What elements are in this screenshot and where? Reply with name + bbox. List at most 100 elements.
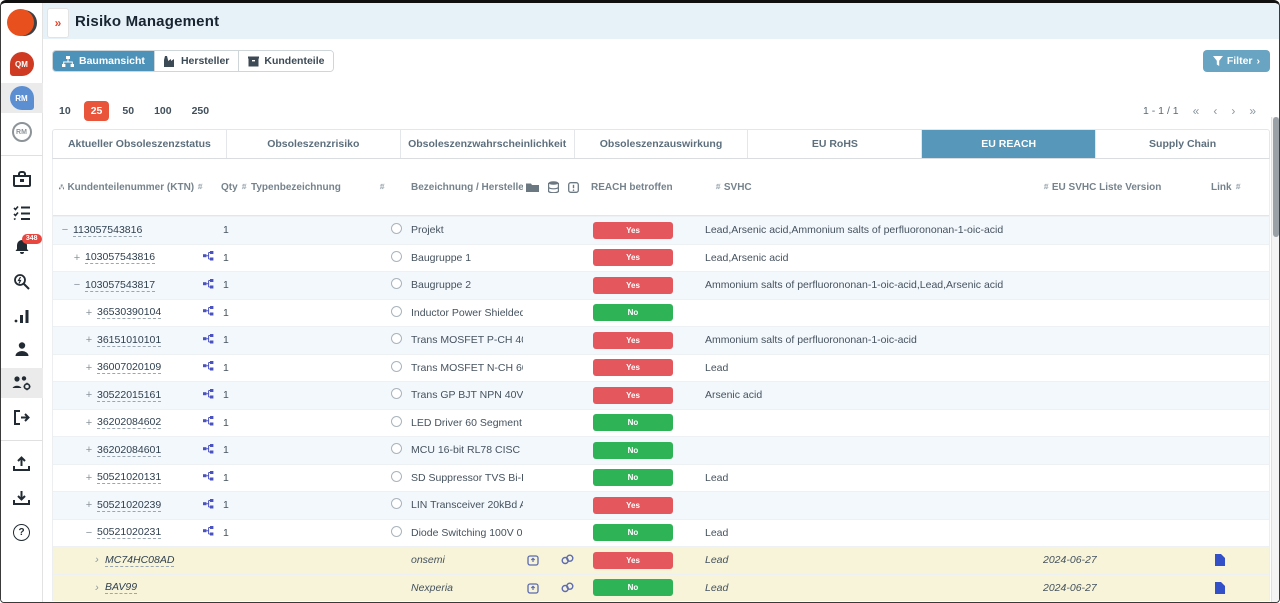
- reach-pill[interactable]: Yes: [593, 277, 673, 294]
- header-qty[interactable]: Qty ⇅: [221, 182, 251, 193]
- header-link[interactable]: Link ⇅: [1199, 182, 1269, 193]
- status-circle[interactable]: [391, 388, 402, 399]
- ktn-link[interactable]: 36202084602: [97, 416, 161, 429]
- breadcrumb-expand-button[interactable]: »: [47, 8, 69, 38]
- reach-pill[interactable]: Yes: [593, 497, 673, 514]
- first-page-icon[interactable]: «: [1193, 104, 1200, 118]
- collapse-toggle[interactable]: −: [61, 224, 69, 236]
- alert-icon[interactable]: [568, 182, 579, 193]
- status-circle[interactable]: [391, 306, 402, 317]
- next-page-icon[interactable]: ›: [1231, 104, 1235, 118]
- ktn-link[interactable]: 103057543817: [85, 279, 155, 292]
- sort-icon[interactable]: ⇅: [714, 183, 722, 191]
- ktn-link[interactable]: 50521020231: [97, 526, 161, 539]
- page-size-25[interactable]: 25: [84, 101, 110, 121]
- datasheet-icon[interactable]: [527, 582, 539, 594]
- status-circle[interactable]: [391, 251, 402, 262]
- status-circle[interactable]: [391, 526, 402, 537]
- reach-pill[interactable]: No: [593, 469, 673, 486]
- hierarchy-icon[interactable]: [203, 251, 214, 261]
- header-typenbezeichnung[interactable]: Typenbezeichnung ⇅: [251, 182, 391, 193]
- sort-icon[interactable]: ⇅: [378, 183, 386, 191]
- expand-toggle[interactable]: ›: [93, 582, 101, 594]
- hierarchy-icon[interactable]: [203, 361, 214, 371]
- sidebar-item-rm-module[interactable]: RM: [1, 83, 43, 113]
- vertical-scrollbar[interactable]: [1271, 117, 1279, 602]
- sidebar-item-rm-search[interactable]: RM: [1, 117, 43, 147]
- ktn-link[interactable]: 36151010101: [97, 334, 161, 347]
- filter-button[interactable]: Filter ›: [1203, 50, 1270, 72]
- tab-eu-rohs[interactable]: EU RoHS: [748, 130, 922, 158]
- expand-toggle[interactable]: +: [85, 472, 93, 484]
- expand-toggle[interactable]: +: [85, 499, 93, 511]
- sidebar-item-checklist[interactable]: [1, 198, 43, 228]
- last-page-icon[interactable]: »: [1249, 104, 1256, 118]
- ktn-link[interactable]: 50521020131: [97, 471, 161, 484]
- expand-toggle[interactable]: +: [85, 389, 93, 401]
- status-circle[interactable]: [391, 278, 402, 289]
- hierarchy-icon[interactable]: [203, 416, 214, 426]
- ktn-link[interactable]: 103057543816: [85, 251, 155, 264]
- sidebar-item-statistics[interactable]: [1, 300, 43, 330]
- ktn-link[interactable]: 36530390104: [97, 306, 161, 319]
- prev-page-icon[interactable]: ‹: [1213, 104, 1217, 118]
- page-size-100[interactable]: 100: [147, 101, 179, 121]
- expand-toggle[interactable]: +: [85, 444, 93, 456]
- link-icon[interactable]: [561, 554, 574, 566]
- sidebar-item-notifications[interactable]: 348: [1, 232, 43, 262]
- mpn-link[interactable]: MC74HC08AD: [105, 554, 174, 567]
- tree-view-button[interactable]: Baumansicht: [53, 51, 155, 71]
- hierarchy-icon[interactable]: [203, 334, 214, 344]
- tab-supply-chain[interactable]: Supply Chain: [1096, 130, 1269, 158]
- hierarchy-icon[interactable]: [203, 306, 214, 316]
- document-link-icon[interactable]: [1215, 554, 1269, 566]
- ktn-link[interactable]: 36007020109: [97, 361, 161, 374]
- app-logo-icon[interactable]: [7, 9, 37, 39]
- reach-pill[interactable]: Yes: [593, 359, 673, 376]
- sidebar-item-logout[interactable]: [1, 402, 43, 432]
- expand-toggle[interactable]: ›: [93, 554, 101, 566]
- reach-pill[interactable]: No: [593, 579, 673, 596]
- link-icon[interactable]: [561, 582, 574, 594]
- collapse-toggle[interactable]: −: [85, 527, 93, 539]
- status-circle[interactable]: [391, 443, 402, 454]
- reach-pill[interactable]: Yes: [593, 249, 673, 266]
- reach-pill[interactable]: No: [593, 442, 673, 459]
- status-circle[interactable]: [391, 223, 402, 234]
- customer-parts-view-button[interactable]: Kundenteile: [239, 51, 333, 71]
- expand-toggle[interactable]: +: [85, 417, 93, 429]
- document-link-icon[interactable]: [1215, 582, 1269, 594]
- tab-aktueller-obsoleszenzstatus[interactable]: Aktueller Obsoleszenzstatus: [53, 130, 227, 158]
- reach-pill[interactable]: Yes: [593, 332, 673, 349]
- sort-icon[interactable]: ⇅: [1233, 183, 1241, 191]
- sidebar-item-upload[interactable]: [1, 449, 43, 479]
- ktn-link[interactable]: 113057543816: [73, 224, 142, 237]
- sidebar-item-toolbox[interactable]: [1, 164, 43, 194]
- reach-pill[interactable]: Yes: [593, 552, 673, 569]
- ktn-link[interactable]: 30522015161: [97, 389, 161, 402]
- manufacturer-view-button[interactable]: Hersteller: [155, 51, 239, 71]
- mpn-link[interactable]: BAV99: [105, 581, 137, 594]
- hierarchy-icon[interactable]: [203, 526, 214, 536]
- sort-icon[interactable]: ⇅: [196, 183, 203, 191]
- datasheet-icon[interactable]: [527, 554, 539, 566]
- status-circle[interactable]: [391, 471, 402, 482]
- status-circle[interactable]: [391, 416, 402, 427]
- hierarchy-icon[interactable]: [203, 444, 214, 454]
- sidebar-item-advanced-search[interactable]: [1, 266, 43, 296]
- header-svhc-version[interactable]: ⇅ EU SVHC Liste Version: [1043, 182, 1199, 193]
- page-size-10[interactable]: 10: [52, 101, 78, 121]
- tab-eu-reach[interactable]: EU REACH: [922, 130, 1096, 158]
- ktn-link[interactable]: 50521020239: [97, 499, 161, 512]
- expand-toggle[interactable]: +: [73, 252, 81, 264]
- reach-pill[interactable]: Yes: [593, 222, 673, 239]
- header-bezeichnung-hersteller[interactable]: Bezeichnung / Hersteller ⇅: [411, 182, 523, 193]
- expand-toggle[interactable]: +: [85, 307, 93, 319]
- tab-obsoleszenzrisiko[interactable]: Obsoleszenzrisiko: [227, 130, 401, 158]
- status-circle[interactable]: [391, 333, 402, 344]
- hierarchy-icon[interactable]: [203, 279, 214, 289]
- sort-icon[interactable]: ⇅: [239, 183, 247, 191]
- ktn-link[interactable]: 36202084601: [97, 444, 161, 457]
- hierarchy-icon[interactable]: [203, 499, 214, 509]
- header-ktn[interactable]: Kundenteilenummer (KTN) ⇅: [53, 182, 203, 193]
